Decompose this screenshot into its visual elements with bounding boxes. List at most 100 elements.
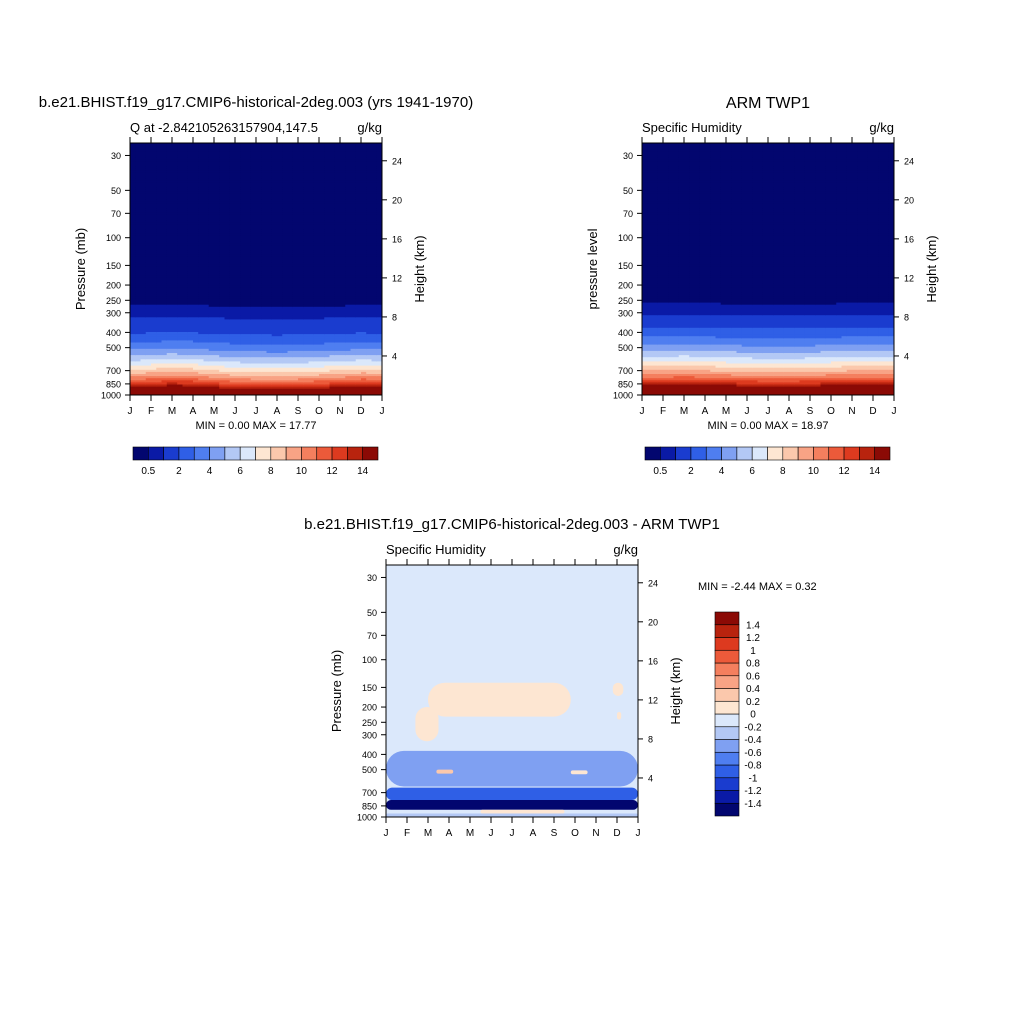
field-cell xyxy=(235,363,241,367)
field-cell xyxy=(303,193,310,197)
field-cell xyxy=(224,302,231,306)
field-cell xyxy=(145,298,152,302)
field-cell xyxy=(313,388,320,392)
field-cell xyxy=(303,346,310,350)
field-cell xyxy=(208,304,215,308)
field-cell xyxy=(172,313,178,316)
field-cell xyxy=(250,363,257,367)
field-cell xyxy=(287,369,294,373)
field-cell xyxy=(145,313,152,316)
field-cell xyxy=(224,357,231,360)
field-cell xyxy=(277,344,283,348)
field-cell xyxy=(161,302,168,306)
field-cell xyxy=(319,161,325,165)
field-cell xyxy=(198,350,205,354)
field-cell xyxy=(214,147,220,150)
field-cell xyxy=(193,388,199,392)
field-cell xyxy=(324,206,331,209)
field-cell xyxy=(245,262,252,266)
field-cell xyxy=(298,290,304,293)
field-cell xyxy=(135,250,142,253)
field-cell xyxy=(340,250,346,253)
field-cell xyxy=(329,361,336,365)
field-cell xyxy=(313,164,320,167)
field-cell xyxy=(308,208,315,211)
field-cell xyxy=(324,306,331,310)
field-cell xyxy=(224,250,231,253)
field-cell xyxy=(224,273,231,276)
field-cell xyxy=(224,264,231,268)
field-cell xyxy=(271,392,278,395)
field-cell xyxy=(340,172,346,176)
field-cell xyxy=(140,224,147,228)
field-cell xyxy=(235,350,241,354)
field-cell xyxy=(292,359,299,362)
field-cell xyxy=(245,392,252,395)
field-cell xyxy=(250,216,257,220)
field-cell xyxy=(345,292,352,295)
field-cell xyxy=(308,279,315,283)
field-cell xyxy=(324,392,331,395)
field-cell xyxy=(329,143,336,146)
field-cell xyxy=(277,388,283,392)
field-cell xyxy=(166,340,173,344)
field-cell xyxy=(208,371,215,375)
field-cell xyxy=(130,380,136,383)
field-cell xyxy=(250,287,257,291)
field-cell xyxy=(298,306,304,310)
field-cell xyxy=(193,143,199,146)
field-cell xyxy=(277,237,283,241)
field-cell xyxy=(145,233,152,236)
field-cell xyxy=(166,199,173,203)
field-cell xyxy=(303,227,310,230)
field-cell xyxy=(324,258,331,262)
field-cell xyxy=(250,365,257,369)
field-cell xyxy=(166,220,173,224)
field-cell xyxy=(245,159,252,163)
field-cell xyxy=(240,143,247,146)
field-cell xyxy=(214,197,220,201)
field-cell xyxy=(340,206,346,209)
field-cell xyxy=(324,359,331,362)
field-cell xyxy=(135,271,142,274)
field-cell xyxy=(245,285,252,289)
field-cell xyxy=(240,371,247,375)
field-cell xyxy=(187,155,194,159)
field-cell xyxy=(182,151,189,155)
field-cell xyxy=(177,380,184,383)
field-cell xyxy=(156,283,163,287)
field-cell xyxy=(156,180,163,184)
field-cell xyxy=(324,187,331,190)
field-cell xyxy=(345,218,352,222)
field-cell xyxy=(177,283,184,287)
field-cell xyxy=(256,325,262,329)
field-cell xyxy=(130,145,136,148)
field-cell xyxy=(261,332,268,335)
field-cell xyxy=(130,199,136,203)
field-cell xyxy=(240,256,247,260)
field-cell xyxy=(151,290,157,293)
field-cell xyxy=(193,151,199,155)
field-cell xyxy=(319,374,325,377)
field-cell xyxy=(329,269,336,272)
field-cell xyxy=(324,178,331,182)
field-cell xyxy=(161,344,168,348)
field-cell xyxy=(292,306,299,310)
field-cell xyxy=(135,340,142,344)
field-cell xyxy=(308,256,315,260)
field-cell xyxy=(214,170,220,173)
field-cell xyxy=(329,327,336,331)
field-cell xyxy=(334,285,341,289)
field-cell xyxy=(182,149,189,152)
field-cell xyxy=(266,178,273,182)
field-cell xyxy=(313,147,320,150)
field-cell xyxy=(198,248,205,251)
field-cell xyxy=(198,308,205,312)
field-cell xyxy=(313,166,320,169)
field-cell xyxy=(282,233,289,236)
field-cell xyxy=(287,298,294,302)
field-cell xyxy=(271,166,278,169)
field-cell xyxy=(277,149,283,152)
field-cell xyxy=(208,376,215,379)
field-cell xyxy=(329,197,336,201)
